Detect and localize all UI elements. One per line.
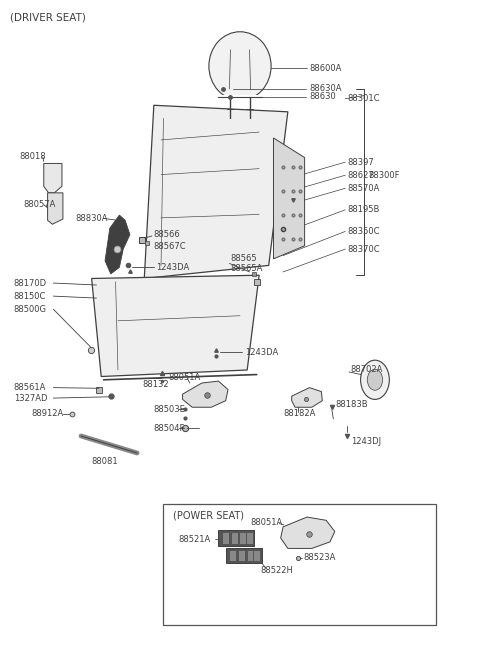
Text: (DRIVER SEAT): (DRIVER SEAT) — [10, 12, 86, 22]
Bar — [232, 533, 238, 544]
Text: 88018: 88018 — [20, 153, 47, 161]
Polygon shape — [48, 193, 63, 224]
Text: 88150C: 88150C — [13, 291, 46, 301]
Text: 88503E: 88503E — [153, 405, 185, 414]
Text: 88370C: 88370C — [348, 244, 380, 253]
Text: 88600A: 88600A — [310, 64, 342, 73]
Text: 88565: 88565 — [230, 254, 257, 263]
Text: 88521A: 88521A — [179, 534, 211, 544]
Bar — [239, 551, 245, 561]
Text: 88565A: 88565A — [230, 264, 263, 273]
Text: 88500G: 88500G — [13, 305, 47, 314]
Text: 88702A: 88702A — [350, 365, 383, 375]
Text: 88300F: 88300F — [368, 171, 400, 180]
Bar — [240, 533, 246, 544]
Polygon shape — [281, 517, 335, 548]
Text: (POWER SEAT): (POWER SEAT) — [173, 511, 244, 521]
Bar — [247, 533, 253, 544]
Text: 88397: 88397 — [348, 158, 374, 166]
Text: 88081: 88081 — [92, 457, 118, 466]
Bar — [254, 551, 260, 561]
Text: 88057A: 88057A — [24, 200, 56, 209]
Text: 88051A: 88051A — [251, 517, 283, 527]
Text: 88627: 88627 — [348, 171, 374, 179]
Text: 88522H: 88522H — [260, 566, 293, 575]
Text: 1243DA: 1243DA — [156, 263, 190, 272]
Polygon shape — [182, 381, 228, 407]
Text: 88830A: 88830A — [75, 214, 108, 223]
Text: 88561A: 88561A — [13, 383, 46, 392]
Text: 88170D: 88170D — [13, 278, 47, 288]
Text: 88182A: 88182A — [283, 409, 315, 419]
Text: 88301C: 88301C — [348, 94, 380, 103]
Text: 1327AD: 1327AD — [13, 394, 47, 403]
Text: 88567C: 88567C — [153, 242, 185, 251]
Polygon shape — [92, 275, 259, 377]
Text: 88051A: 88051A — [168, 373, 201, 383]
Circle shape — [360, 360, 389, 400]
Text: 88195B: 88195B — [348, 206, 380, 214]
Text: 88566: 88566 — [153, 230, 180, 239]
Text: 88570A: 88570A — [348, 184, 380, 193]
Text: 88630A: 88630A — [310, 84, 342, 94]
Polygon shape — [144, 105, 288, 278]
Text: 88523A: 88523A — [303, 553, 336, 562]
Polygon shape — [44, 164, 62, 193]
Text: 88183B: 88183B — [336, 400, 368, 409]
Text: 88350C: 88350C — [348, 227, 380, 236]
Bar — [163, 504, 436, 625]
Ellipse shape — [209, 31, 271, 100]
Polygon shape — [105, 215, 130, 274]
Polygon shape — [274, 138, 305, 259]
Bar — [226, 548, 262, 563]
Text: 1243DJ: 1243DJ — [351, 437, 381, 446]
Text: 88912A: 88912A — [32, 409, 64, 419]
Text: 88132: 88132 — [142, 380, 168, 389]
Bar — [202, 96, 278, 122]
Text: 88504F: 88504F — [153, 424, 184, 433]
Bar — [218, 530, 254, 546]
Bar — [230, 551, 236, 561]
Polygon shape — [292, 388, 323, 407]
Bar — [223, 533, 229, 544]
Circle shape — [367, 369, 383, 390]
Text: 1243DA: 1243DA — [245, 348, 278, 357]
Bar — [248, 551, 253, 561]
Text: 88630: 88630 — [310, 92, 336, 102]
